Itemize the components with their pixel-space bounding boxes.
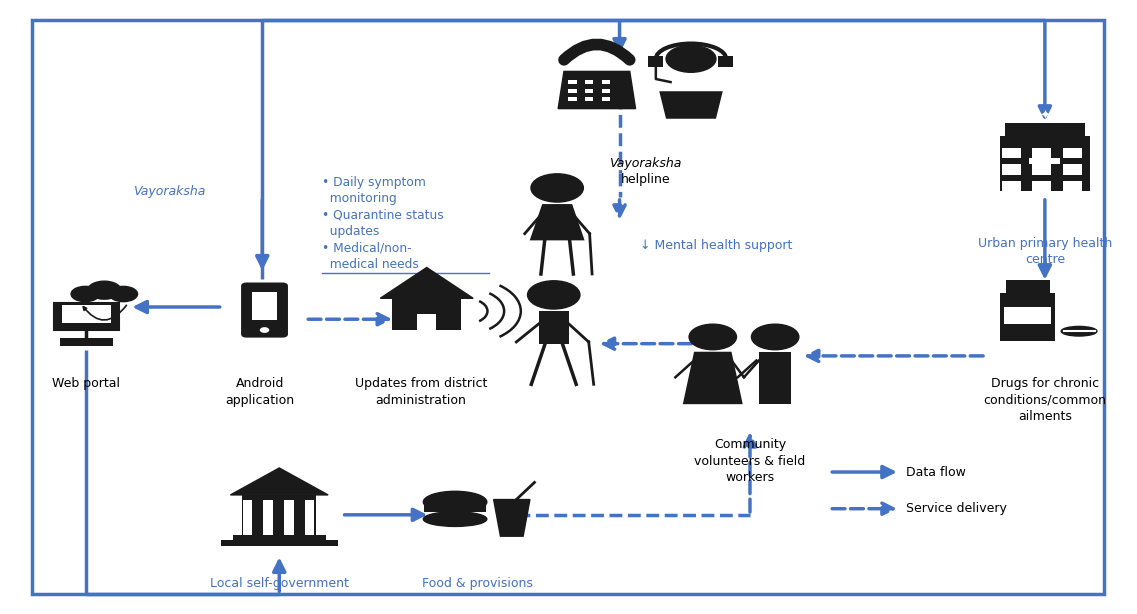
Text: Web portal: Web portal [52,377,121,391]
Text: Service delivery: Service delivery [906,502,1007,515]
FancyBboxPatch shape [417,314,437,330]
FancyBboxPatch shape [648,56,663,67]
FancyBboxPatch shape [1002,148,1021,158]
Ellipse shape [423,511,487,526]
FancyBboxPatch shape [601,97,609,101]
Polygon shape [558,71,636,109]
FancyBboxPatch shape [242,284,287,336]
FancyBboxPatch shape [568,89,576,93]
FancyBboxPatch shape [719,56,733,67]
FancyBboxPatch shape [1005,123,1085,136]
FancyBboxPatch shape [1001,136,1089,190]
Text: Local self-government: Local self-government [210,577,349,590]
FancyBboxPatch shape [424,505,485,511]
FancyBboxPatch shape [601,80,609,84]
FancyBboxPatch shape [264,500,273,535]
FancyBboxPatch shape [392,298,462,330]
FancyBboxPatch shape [284,500,293,535]
Text: ↓ Mental health support: ↓ Mental health support [640,239,792,252]
FancyBboxPatch shape [305,500,314,535]
FancyBboxPatch shape [1032,181,1052,191]
Text: Vayoraksha: Vayoraksha [609,157,682,170]
FancyBboxPatch shape [1001,293,1055,341]
Text: helpline: helpline [621,173,671,185]
FancyBboxPatch shape [1029,158,1061,164]
Circle shape [109,286,138,301]
FancyBboxPatch shape [584,89,594,93]
FancyBboxPatch shape [584,97,594,101]
FancyBboxPatch shape [568,97,576,101]
Circle shape [260,328,268,332]
FancyBboxPatch shape [584,80,594,84]
Polygon shape [530,204,584,240]
FancyBboxPatch shape [242,495,316,535]
FancyBboxPatch shape [1063,148,1081,158]
FancyBboxPatch shape [61,305,111,323]
FancyBboxPatch shape [251,292,277,320]
Text: ✦: ✦ [1039,110,1051,123]
FancyBboxPatch shape [1002,165,1021,174]
Text: Data flow: Data flow [906,465,966,478]
Polygon shape [758,352,791,404]
Text: Vayoraksha: Vayoraksha [133,185,206,198]
Text: Urban primary health
centre: Urban primary health centre [978,237,1112,266]
FancyBboxPatch shape [78,289,131,299]
Polygon shape [231,468,329,495]
Polygon shape [380,268,473,298]
Text: Food & provisions: Food & provisions [422,577,533,590]
FancyBboxPatch shape [1032,148,1052,158]
Text: Community
volunteers & field
workers: Community volunteers & field workers [695,438,806,484]
Ellipse shape [1061,327,1097,336]
FancyBboxPatch shape [53,303,119,330]
Circle shape [528,281,580,309]
Circle shape [88,281,121,299]
Polygon shape [683,352,742,404]
FancyBboxPatch shape [221,540,338,546]
FancyBboxPatch shape [60,338,113,346]
Text: • Daily symptom
  monitoring
• Quarantine status
  updates
• Medical/non-
  medi: • Daily symptom monitoring • Quarantine … [323,176,445,271]
Circle shape [689,324,737,350]
Circle shape [666,45,716,72]
FancyBboxPatch shape [243,500,252,535]
Polygon shape [539,311,568,344]
Text: Updates from district
administration: Updates from district administration [355,377,488,407]
Circle shape [531,174,583,202]
FancyBboxPatch shape [1002,181,1021,191]
Text: Android
application: Android application [225,377,294,407]
Circle shape [72,286,99,301]
Ellipse shape [423,491,487,513]
Circle shape [752,324,799,350]
FancyBboxPatch shape [1006,280,1049,293]
Text: Drugs for chronic
conditions/common
ailments: Drugs for chronic conditions/common ailm… [984,377,1106,423]
FancyBboxPatch shape [1004,307,1052,324]
FancyBboxPatch shape [1063,181,1081,191]
FancyBboxPatch shape [601,89,609,93]
FancyBboxPatch shape [233,535,325,540]
FancyBboxPatch shape [1039,154,1051,171]
FancyBboxPatch shape [1032,165,1052,174]
Polygon shape [659,91,723,119]
FancyBboxPatch shape [1063,165,1081,174]
Polygon shape [493,500,530,536]
FancyBboxPatch shape [568,80,576,84]
